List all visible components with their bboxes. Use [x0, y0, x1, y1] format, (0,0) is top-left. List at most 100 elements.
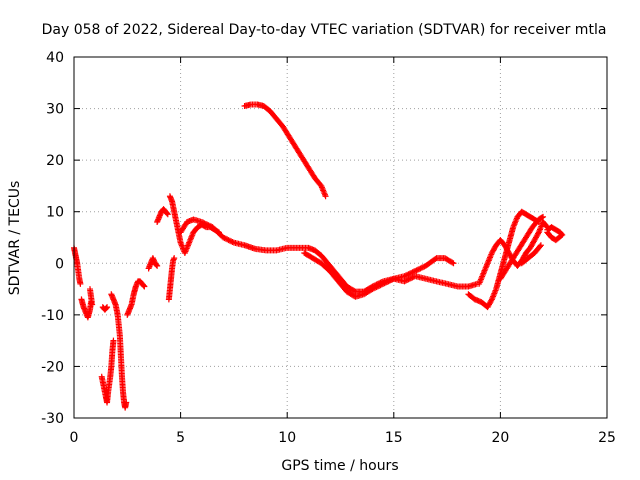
y-tick-label: 30	[46, 102, 64, 118]
data-point	[372, 284, 379, 291]
series-arc-main-b	[301, 249, 480, 300]
data-point	[536, 243, 543, 250]
data-point	[420, 264, 427, 271]
data-point	[77, 280, 84, 287]
data-point	[410, 268, 417, 275]
data-point	[201, 220, 208, 227]
data-point	[450, 260, 457, 267]
data-point	[402, 272, 409, 279]
y-tick-label: 10	[46, 205, 64, 221]
data-point	[416, 266, 423, 273]
series-arc-b	[78, 296, 95, 321]
data-point	[164, 211, 171, 218]
series-arc-h	[145, 255, 161, 272]
data-point	[226, 237, 233, 244]
series-arc-a	[71, 244, 84, 287]
data-point	[171, 255, 178, 262]
data-point	[200, 219, 207, 226]
series-arc-i	[154, 206, 171, 226]
series-arc-top	[241, 101, 329, 200]
data-point	[406, 275, 413, 282]
series-arc-r1	[465, 208, 542, 311]
data-point	[123, 399, 130, 406]
x-tick-label: 5	[176, 430, 185, 446]
data-point	[103, 304, 110, 311]
series-arc-r2	[476, 219, 551, 287]
series-arc-r3	[497, 213, 547, 282]
data-point	[154, 262, 161, 269]
data-point	[417, 265, 424, 272]
data-point	[388, 277, 395, 284]
series-arc-f	[108, 291, 130, 411]
y-axis-title: SDTVAR / TECUs	[7, 181, 23, 296]
data-point	[351, 287, 358, 294]
data-point	[408, 269, 415, 276]
y-tick-label: 20	[46, 153, 64, 169]
series-arc-g	[124, 278, 148, 318]
x-axis-title: GPS time / hours	[281, 458, 398, 474]
data-point	[376, 282, 383, 289]
marks-layer	[71, 101, 566, 411]
data-point	[205, 222, 212, 229]
data-point	[141, 283, 148, 290]
data-point	[544, 229, 551, 236]
data-point	[406, 270, 413, 277]
x-tick-label: 20	[491, 430, 509, 446]
series-arc-c	[86, 286, 96, 308]
data-point	[405, 276, 412, 283]
data-point	[405, 271, 412, 278]
data-point	[202, 220, 209, 227]
series-arc-r4	[544, 224, 566, 244]
data-point	[381, 280, 388, 287]
data-point	[229, 239, 236, 246]
data-point	[198, 219, 205, 226]
data-point	[221, 235, 228, 242]
data-point	[206, 222, 213, 229]
data-point	[380, 280, 387, 287]
data-point	[488, 297, 495, 304]
data-point	[402, 277, 409, 284]
data-point	[377, 282, 384, 289]
y-tick-label: -20	[41, 359, 64, 375]
data-point	[164, 210, 171, 217]
data-point	[140, 282, 147, 289]
series-arc-k	[166, 193, 222, 256]
data-point	[401, 273, 408, 280]
data-point	[382, 279, 389, 286]
data-point	[535, 230, 542, 237]
data-point	[409, 269, 416, 276]
data-point	[153, 262, 160, 269]
data-point	[322, 193, 329, 200]
ticks-layer: 0 5 10 15 20 25 -30 -20 -10 0 10 20 30 40	[41, 50, 616, 446]
plot-frame	[73, 56, 608, 419]
data-point	[404, 271, 411, 278]
data-point	[228, 238, 235, 245]
y-tick-label: 40	[46, 50, 64, 66]
data-point	[538, 214, 545, 221]
data-point	[222, 235, 229, 242]
data-point	[378, 281, 385, 288]
x-tick-label: 10	[278, 430, 296, 446]
data-point	[401, 278, 408, 285]
x-tick-label: 0	[70, 430, 79, 446]
data-point	[369, 286, 376, 293]
data-point	[385, 278, 392, 285]
data-point	[373, 284, 380, 291]
data-point	[204, 221, 211, 228]
y-tick-label: -10	[41, 308, 64, 324]
data-point	[409, 274, 416, 281]
data-point	[404, 277, 411, 284]
x-tick-label: 25	[598, 430, 616, 446]
data-point	[386, 277, 393, 284]
data-point	[414, 266, 421, 273]
data-point	[540, 213, 547, 220]
series-arc-e	[98, 337, 117, 406]
data-point	[412, 268, 419, 275]
data-point	[413, 267, 420, 274]
data-point	[104, 304, 111, 311]
data-point	[374, 283, 381, 290]
data-point	[545, 230, 552, 237]
data-point	[418, 264, 425, 271]
series-arc-main	[177, 216, 457, 295]
